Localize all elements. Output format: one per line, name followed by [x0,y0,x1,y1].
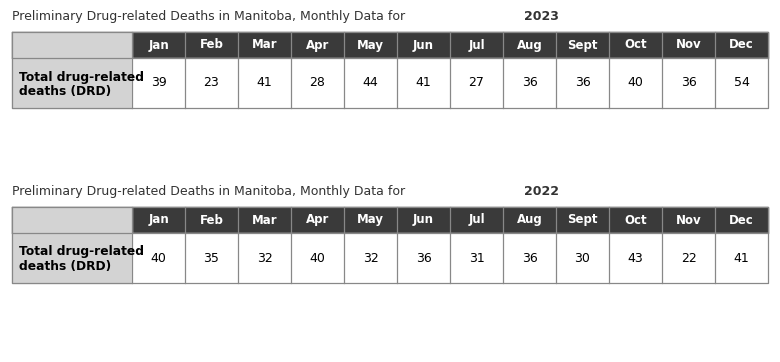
Text: Jun: Jun [413,38,434,51]
Text: 39: 39 [151,76,166,89]
Text: Jan: Jan [148,38,169,51]
Text: 40: 40 [628,76,644,89]
Text: 41: 41 [257,76,272,89]
Text: Preliminary Drug-related Deaths in Manitoba, Monthly Data for: Preliminary Drug-related Deaths in Manit… [12,10,410,23]
Text: Apr: Apr [306,214,329,227]
Bar [12,207,132,233]
Text: 23: 23 [204,76,219,89]
Bar [12,233,132,283]
Text: 36: 36 [522,252,537,265]
Text: deaths (DRD): deaths (DRD) [19,85,111,98]
Bar [12,32,132,58]
Text: Sept: Sept [567,214,597,227]
Text: 44: 44 [363,76,378,89]
Text: Jul: Jul [468,38,485,51]
Text: 36: 36 [416,252,431,265]
Text: Feb: Feb [200,214,223,227]
Text: Sept: Sept [567,38,597,51]
Text: Total drug-related: Total drug-related [19,245,144,258]
Text: 43: 43 [628,252,644,265]
Text: 36: 36 [522,76,537,89]
Text: 2023: 2023 [524,10,559,23]
Text: deaths (DRD): deaths (DRD) [19,260,111,273]
Text: Nov: Nov [675,214,701,227]
Text: 30: 30 [575,252,590,265]
Text: Mar: Mar [252,214,278,227]
Text: Total drug-related: Total drug-related [19,71,144,84]
Text: 41: 41 [734,252,750,265]
Text: 28: 28 [310,76,325,89]
Text: Apr: Apr [306,38,329,51]
Text: Jan: Jan [148,214,169,227]
Text: Oct: Oct [624,38,647,51]
Bar [12,58,132,108]
Text: Aug: Aug [516,38,542,51]
Text: 36: 36 [681,76,697,89]
Text: Dec: Dec [729,214,754,227]
Text: Oct: Oct [624,214,647,227]
Text: Preliminary Drug-related Deaths in Manitoba, Monthly Data for: Preliminary Drug-related Deaths in Manit… [12,185,410,198]
Text: Dec: Dec [729,38,754,51]
Text: 2022: 2022 [524,185,559,198]
Text: 32: 32 [257,252,272,265]
Text: 54: 54 [733,76,750,89]
Text: 27: 27 [469,76,484,89]
Bar [132,233,768,283]
Text: Jun: Jun [413,214,434,227]
Text: 35: 35 [204,252,219,265]
Text: 36: 36 [575,76,590,89]
Text: 32: 32 [363,252,378,265]
Text: 22: 22 [681,252,697,265]
Text: 40: 40 [310,252,325,265]
Text: Feb: Feb [200,38,223,51]
Bar [12,207,768,233]
Text: 40: 40 [151,252,166,265]
Text: Jul: Jul [468,214,485,227]
Text: 31: 31 [469,252,484,265]
Text: May: May [357,214,384,227]
Text: Mar: Mar [252,38,278,51]
Bar [132,58,768,108]
Bar [12,32,768,58]
Text: 41: 41 [416,76,431,89]
Text: Nov: Nov [675,38,701,51]
Text: May: May [357,38,384,51]
Text: Aug: Aug [516,214,542,227]
